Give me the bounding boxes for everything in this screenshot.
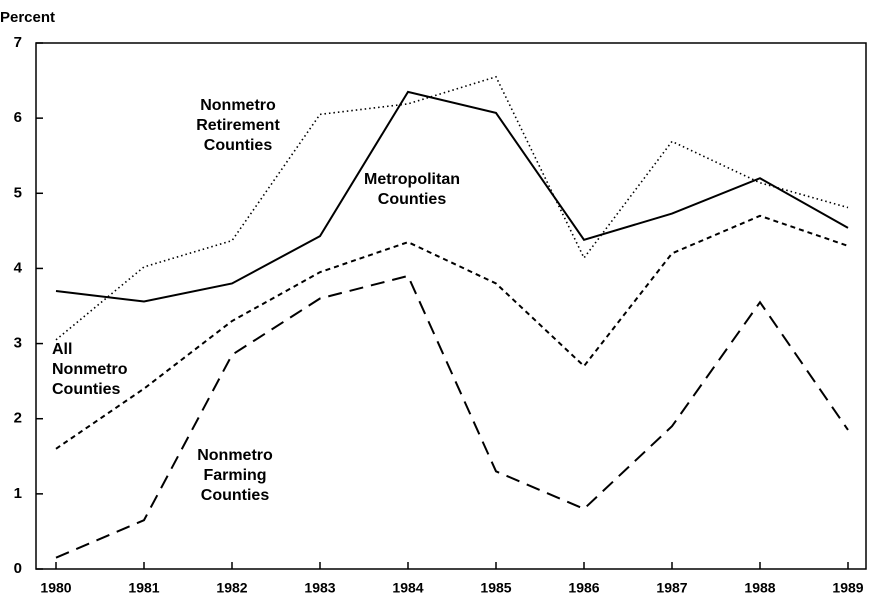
series-line [55, 274, 849, 559]
x-tick-label: 1980 [40, 580, 71, 596]
x-tick-label: 1985 [480, 580, 511, 596]
series-label: Nonmetro Farming Counties [197, 447, 273, 504]
series-line [55, 90, 849, 303]
series-label: All Nonmetro Counties [52, 341, 128, 398]
y-tick-label: 3 [14, 335, 22, 352]
y-tick-label: 0 [14, 560, 22, 577]
x-tick-label: 1989 [832, 580, 863, 596]
y-tick-label: 4 [14, 259, 23, 276]
series-line [55, 75, 849, 341]
x-tick-label: 1982 [216, 580, 247, 596]
x-tick-label: 1988 [744, 580, 775, 596]
y-tick-label: 2 [14, 410, 22, 427]
x-tick-label: 1986 [568, 580, 599, 596]
x-tick-label: 1984 [392, 580, 423, 596]
x-tick-label: 1987 [656, 580, 687, 596]
y-axis-label: Percent [0, 9, 55, 26]
series-line [55, 214, 849, 450]
x-tick-label: 1981 [128, 580, 159, 596]
y-tick-label: 5 [14, 184, 22, 201]
plot-frame [35, 42, 867, 570]
series-label: Metropolitan Counties [364, 171, 460, 208]
y-tick-label: 7 [14, 34, 22, 51]
series-label: Nonmetro Retirement Counties [196, 97, 280, 154]
y-tick-label: 1 [14, 485, 22, 502]
x-tick-label: 1983 [304, 580, 335, 596]
y-tick-label: 6 [14, 109, 22, 126]
